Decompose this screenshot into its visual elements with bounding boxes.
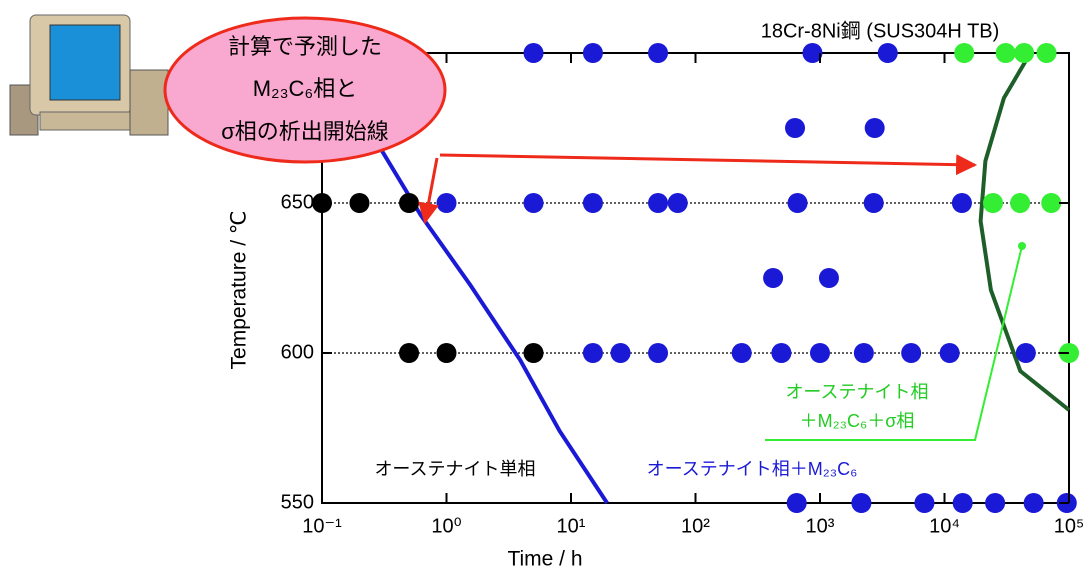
point: [819, 268, 839, 288]
point: [787, 493, 807, 513]
point: [996, 43, 1016, 63]
point: [1024, 493, 1044, 513]
point: [1014, 43, 1034, 63]
annotation: オーステナイト相＋M₂₃C₆: [647, 459, 858, 479]
annotation: ＋M₂₃C₆＋σ相: [800, 411, 915, 431]
point: [1041, 193, 1061, 213]
annotation: オーステナイト相: [785, 382, 928, 402]
point: [437, 193, 457, 213]
point: [648, 193, 668, 213]
arrow: [440, 155, 975, 165]
point: [437, 343, 457, 363]
point: [953, 493, 973, 513]
annotation: オーステナイト単相: [374, 459, 535, 479]
point: [864, 193, 884, 213]
y-axis-label: Temperature / ℃: [228, 211, 251, 370]
point: [583, 43, 603, 63]
point: [648, 343, 668, 363]
point: [940, 343, 960, 363]
plot-frame: [322, 53, 1069, 503]
grid: [322, 203, 1069, 353]
x-tick-label: 10¹: [557, 515, 586, 537]
point: [648, 43, 668, 63]
computer-icon: [10, 15, 168, 135]
x-tick-label: 10⁻¹: [302, 515, 342, 537]
pointer-dot: [1018, 242, 1026, 250]
callout-text: σ相の析出開始線: [221, 119, 389, 144]
point: [583, 343, 603, 363]
point: [583, 193, 603, 213]
point: [954, 43, 974, 63]
y-tick-label: 600: [281, 341, 314, 363]
x-tick-label: 10⁵: [1054, 515, 1085, 537]
point: [865, 118, 885, 138]
point: [349, 193, 369, 213]
point: [983, 193, 1003, 213]
callout-text: 計算で予測した: [228, 34, 382, 59]
point: [878, 43, 898, 63]
point: [732, 343, 752, 363]
point: [788, 193, 808, 213]
arrow: [425, 158, 437, 222]
x-axis-label: Time / h: [507, 548, 582, 571]
point: [611, 343, 631, 363]
point: [399, 343, 419, 363]
page: {"chart_data": { "type": "scatter", "tit…: [0, 0, 1092, 573]
point: [771, 343, 791, 363]
point: [1010, 193, 1030, 213]
curves: [347, 53, 1069, 503]
point: [952, 193, 972, 213]
chart-title: 18Cr-8Ni鋼 (SUS304H TB): [761, 19, 1000, 42]
point: [763, 268, 783, 288]
point: [985, 493, 1005, 513]
y-tick-label: 550: [281, 491, 314, 513]
point: [914, 493, 934, 513]
point: [524, 43, 544, 63]
x-tick-label: 10⁰: [431, 515, 461, 537]
x-tick-label: 10³: [806, 515, 835, 537]
point: [851, 493, 871, 513]
point: [399, 193, 419, 213]
point: [668, 193, 688, 213]
point: [854, 343, 874, 363]
callout-text: M₂₃C₆相と: [253, 76, 358, 101]
y-tick-label: 650: [281, 191, 314, 213]
point: [524, 193, 544, 213]
point: [810, 343, 830, 363]
point: [1037, 43, 1057, 63]
x-tick-label: 10⁴: [929, 515, 960, 537]
point: [1016, 343, 1036, 363]
point: [785, 118, 805, 138]
point: [901, 343, 921, 363]
x-tick-label: 10²: [681, 515, 710, 537]
point: [524, 343, 544, 363]
chart: 550 600 650 10⁻¹ 10⁰ 10¹ 10² 10³ 10⁴ 10⁵ 18Cr-8Ni…: [0, 0, 1092, 573]
